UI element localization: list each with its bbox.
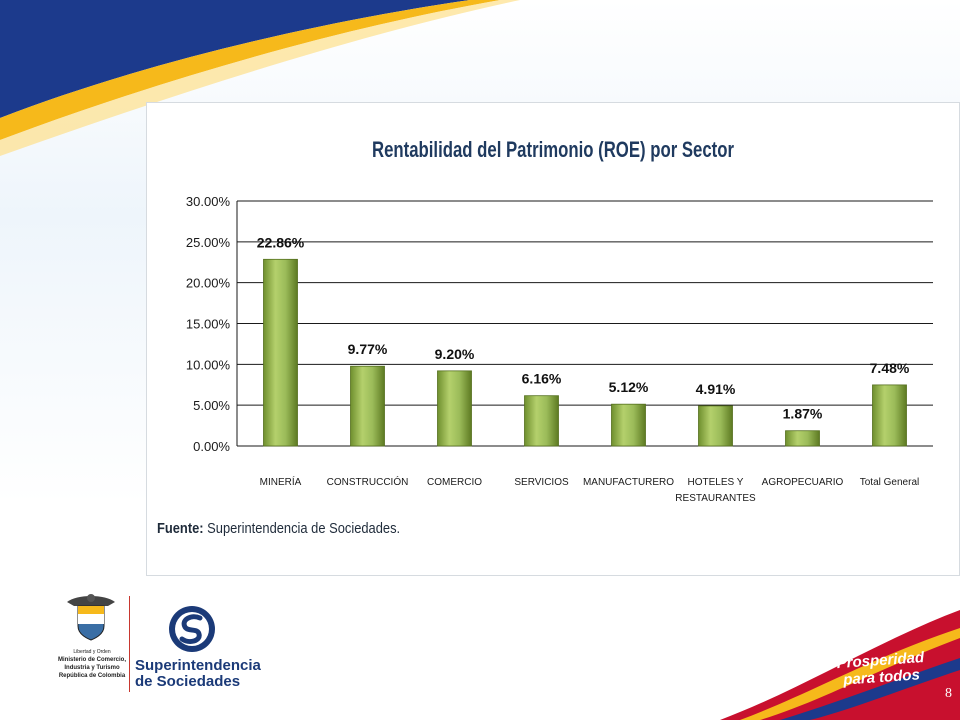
logo-divider — [129, 596, 130, 692]
x-tick-label: Total General — [860, 477, 919, 488]
ministry-text: Libertad y Orden Ministerio de Comercio,… — [42, 648, 142, 680]
x-tick-label: MANUFACTURERO — [583, 477, 674, 488]
data-label: 22.86% — [257, 234, 305, 250]
y-tick-label: 20.00% — [186, 276, 231, 291]
ss-name-line-1: Superintendencia — [135, 657, 261, 674]
x-tick-label: CONSTRUCCIÓN — [327, 475, 409, 488]
gov-line-3: Industria y Turismo — [64, 665, 120, 671]
bar — [263, 258, 298, 447]
bar — [785, 430, 820, 447]
x-tick-label: HOTELES Y — [688, 477, 744, 488]
x-tick-label: MINERÍA — [260, 475, 302, 488]
x-tick-label: RESTAURANTES — [675, 493, 756, 504]
y-tick-label: 15.00% — [186, 317, 231, 332]
y-tick-label: 30.00% — [186, 194, 231, 209]
x-tick-label: AGROPECUARIO — [762, 477, 844, 488]
data-label: 9.20% — [435, 346, 475, 362]
y-tick-label: 10.00% — [186, 357, 231, 372]
bar — [698, 405, 733, 447]
roe-bar-chart: Rentabilidad del Patrimonio (ROE) por Se… — [186, 137, 933, 504]
gov-line-4: República de Colombia — [58, 673, 126, 679]
colombia-coat-of-arms-icon — [67, 594, 115, 641]
gov-line-2: Ministerio de Comercio, — [57, 657, 126, 663]
header-banner — [0, 0, 520, 156]
bar — [524, 395, 559, 447]
bar — [437, 370, 472, 447]
y-tick-label: 0.00% — [193, 439, 230, 454]
source-label: Fuente: — [157, 520, 204, 537]
ss-name-line-2: de Sociedades — [135, 673, 241, 690]
supersociedades-logo-icon — [169, 606, 215, 652]
x-axis-labels: MINERÍA CONSTRUCCIÓN COMERCIO SERVICIOS MANU… — [260, 475, 920, 504]
chart-panel: Rentabilidad del Patrimonio (ROE) por Se… — [146, 102, 960, 576]
bars — [263, 258, 907, 447]
data-label: 1.87% — [783, 406, 823, 422]
bar — [872, 384, 907, 447]
x-tick-label: SERVICIOS — [514, 477, 569, 488]
y-tick-label: 25.00% — [186, 235, 231, 250]
source-note: Fuente: Superintendencia de Sociedades. — [157, 520, 400, 537]
chart-title: Rentabilidad del Patrimonio (ROE) por Se… — [372, 137, 734, 162]
gridlines — [236, 200, 933, 447]
gov-line-1: Libertad y Orden — [73, 649, 111, 655]
data-labels: 22.86% 9.77% 9.20% 6.16% 5.12% 4.91% 1.87% 7.48… — [257, 234, 910, 421]
data-label: 6.16% — [522, 371, 562, 387]
data-label: 5.12% — [609, 379, 649, 395]
data-label: 9.77% — [348, 341, 388, 357]
footer-stripe — [720, 610, 960, 720]
page-number: 8 — [945, 686, 952, 701]
bar — [611, 403, 646, 447]
slogan-logo: Prosperidad para todos — [825, 648, 937, 690]
supersociedades-name: Superintendencia de Sociedades — [135, 658, 261, 690]
bar — [350, 365, 385, 447]
source-text: Superintendencia de Sociedades. — [207, 520, 401, 537]
y-axis-ticks: 0.00% 5.00% 10.00% 15.00% 20.00% 25.00% 30.00% — [186, 194, 231, 454]
x-tick-label: COMERCIO — [427, 477, 482, 488]
data-label: 4.91% — [696, 381, 736, 397]
y-tick-label: 5.00% — [193, 398, 230, 413]
data-label: 7.48% — [870, 360, 910, 376]
footer-logos: Libertad y Orden Ministerio de Comercio,… — [0, 590, 960, 720]
